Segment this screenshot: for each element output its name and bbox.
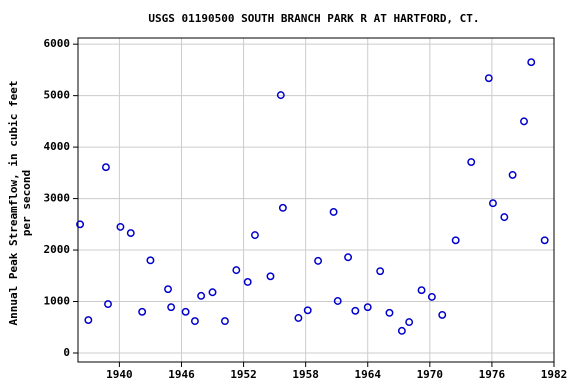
point: [427, 292, 436, 301]
point: [540, 236, 549, 245]
point: [376, 267, 385, 276]
y-axis-label: Annual Peak Streamflow, in cubic feet pe…: [7, 80, 33, 325]
point: [190, 317, 199, 326]
point: [278, 203, 287, 212]
y-axis-label-line: per second: [20, 170, 33, 236]
point: [527, 58, 536, 67]
point: [146, 256, 155, 265]
y-tick-label: 5000: [44, 89, 71, 102]
y-tick-label: 0: [63, 346, 70, 359]
y-tick-label: 3000: [44, 192, 71, 205]
point: [84, 316, 93, 325]
x-tick-label: 1946: [168, 368, 195, 381]
point: [405, 318, 414, 327]
point: [333, 297, 342, 305]
point: [167, 303, 176, 312]
point: [232, 266, 241, 275]
x-tick-label: 1970: [417, 368, 444, 381]
point: [276, 91, 285, 100]
point: [329, 208, 338, 216]
point: [250, 231, 259, 240]
point: [363, 303, 372, 312]
point: [266, 272, 275, 281]
x-tick-label: 1940: [106, 368, 133, 381]
y-tick-label: 2000: [44, 243, 71, 256]
point: [76, 220, 85, 229]
y-axis-label-line: Annual Peak Streamflow, in cubic feet: [7, 80, 20, 325]
point: [417, 286, 426, 295]
point: [520, 117, 528, 126]
point: [451, 236, 460, 245]
point: [138, 307, 147, 316]
point: [220, 317, 229, 326]
point: [344, 253, 353, 262]
point: [438, 310, 447, 319]
x-tick-label: 1976: [479, 368, 506, 381]
point: [116, 222, 125, 231]
point: [303, 306, 312, 315]
x-tick-label: 1964: [354, 368, 381, 381]
point: [351, 306, 360, 315]
chart-title: USGS 01190500 SOUTH BRANCH PARK R AT HAR…: [148, 12, 479, 25]
y-tick-label: 6000: [44, 37, 71, 50]
point: [488, 199, 497, 208]
point: [294, 314, 303, 322]
x-tick-label: 1952: [230, 368, 257, 381]
point: [314, 256, 323, 265]
point: [243, 278, 252, 286]
point: [467, 158, 476, 166]
point: [197, 291, 206, 300]
point: [181, 307, 190, 316]
y-tick-label: 1000: [44, 295, 71, 308]
y-tick-label: 4000: [44, 140, 71, 153]
point: [126, 229, 135, 238]
point: [104, 300, 112, 309]
plot-frame: [77, 37, 555, 363]
point: [500, 213, 509, 222]
point: [385, 308, 394, 317]
point: [397, 326, 406, 335]
point: [164, 285, 172, 294]
x-tick-label: 1982: [541, 368, 568, 381]
point: [101, 163, 110, 172]
point: [484, 74, 493, 83]
point: [208, 288, 217, 297]
x-tick-label: 1958: [292, 368, 319, 381]
point: [508, 170, 517, 179]
